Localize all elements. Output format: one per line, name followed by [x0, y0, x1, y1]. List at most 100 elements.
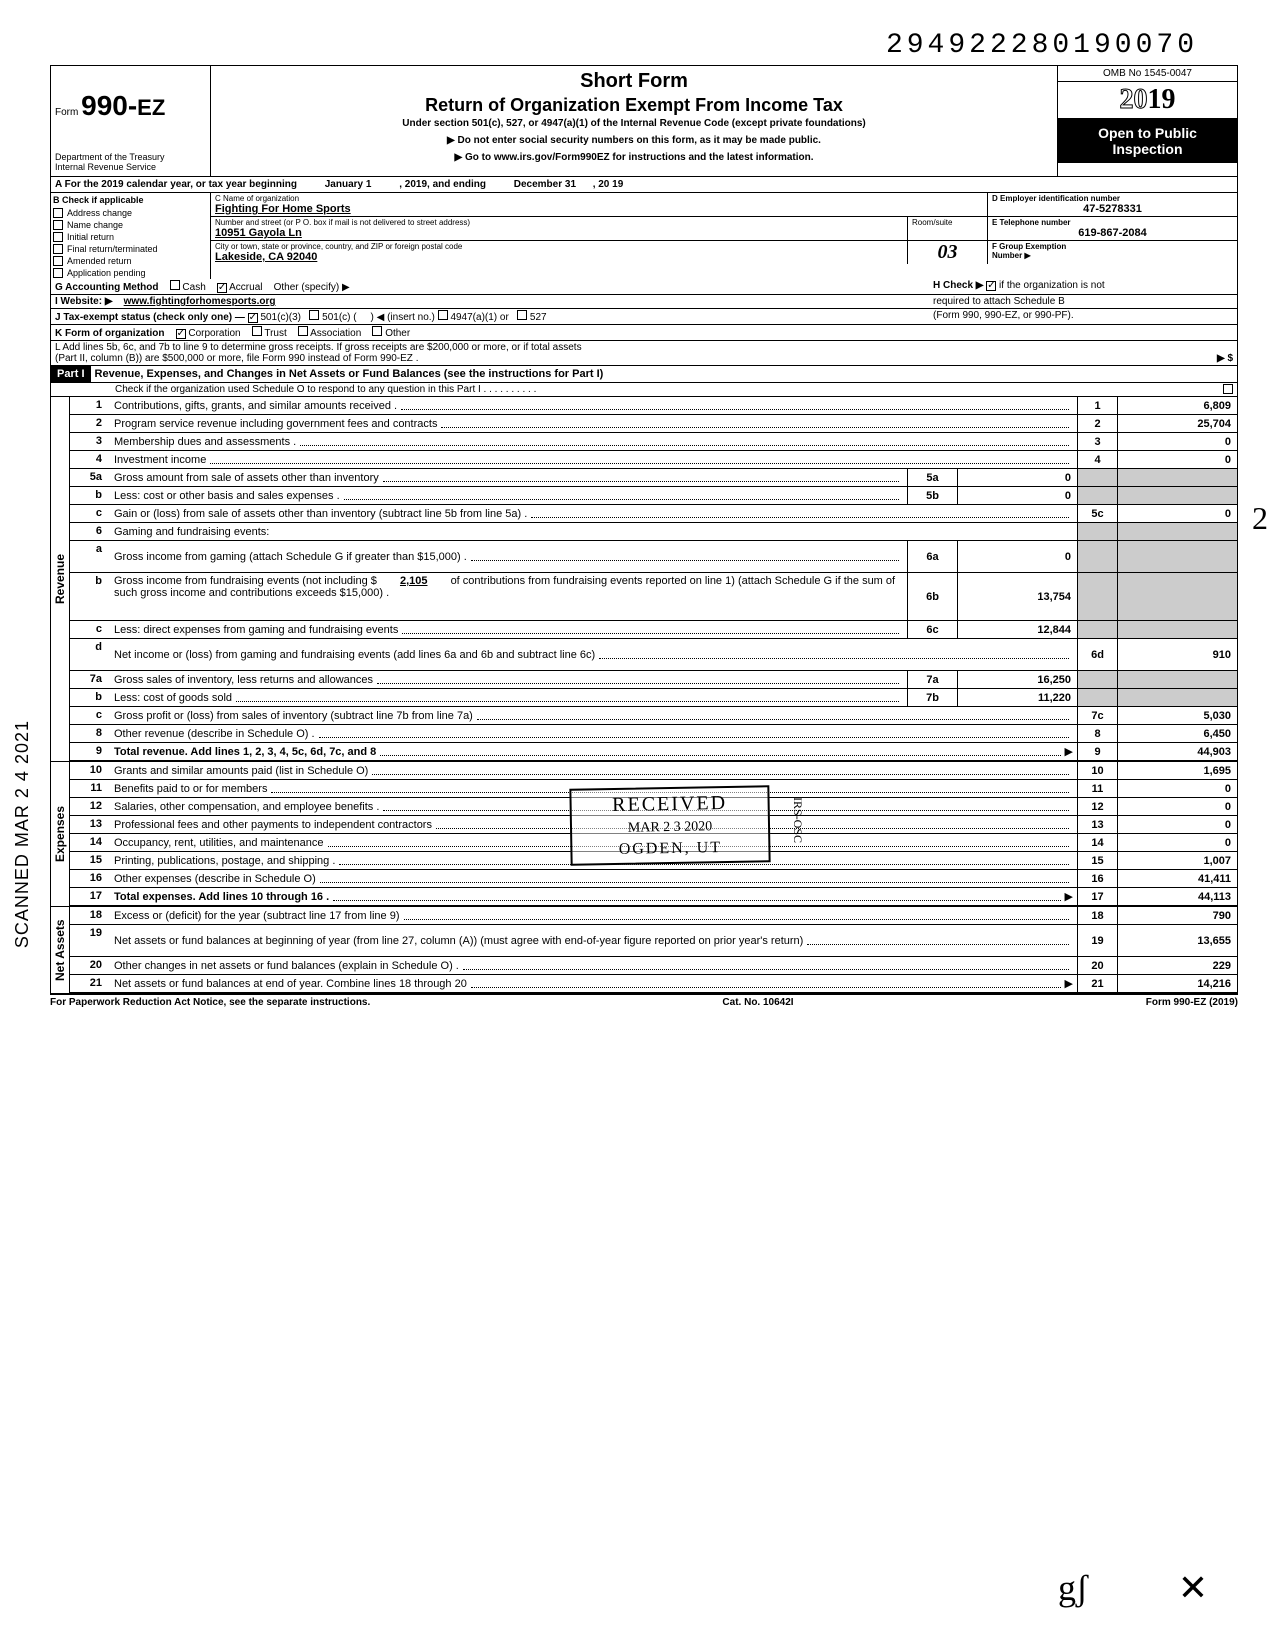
- subtitle: Under section 501(c), 527, or 4947(a)(1)…: [219, 118, 1049, 129]
- e-label: E Telephone number: [992, 218, 1233, 227]
- form-prefix: Form: [55, 107, 78, 118]
- line-6c-value: 12,844: [957, 621, 1077, 638]
- revenue-section: Revenue 1Contributions, gifts, grants, a…: [50, 397, 1238, 762]
- check-cash[interactable]: [170, 280, 180, 290]
- form-header: Form 990-EZ Department of the Treasury I…: [50, 65, 1238, 177]
- cat-no: Cat. No. 10642I: [722, 997, 793, 1008]
- row-i: I Website: ▶ www.fightingforhomesports.o…: [50, 295, 1238, 309]
- check-name-change[interactable]: Name change: [51, 219, 210, 231]
- o3-mark: 03: [938, 241, 958, 263]
- row-j: J Tax-exempt status (check only one) — 5…: [50, 309, 1238, 325]
- goto-line: ▶ Go to www.irs.gov/Form990EZ for instru…: [219, 152, 1049, 163]
- line-20-value: 229: [1117, 957, 1237, 974]
- side-net-assets: Net Assets: [50, 907, 69, 993]
- check-h[interactable]: [986, 281, 996, 291]
- line-14-value: 0: [1117, 834, 1237, 851]
- net-assets-section: Net Assets 18Excess or (deficit) for the…: [50, 907, 1238, 995]
- line-3-value: 0: [1117, 433, 1237, 450]
- line-21-value: 14,216: [1117, 975, 1237, 992]
- line-17-value: 44,113: [1117, 888, 1237, 905]
- check-address-change[interactable]: Address change: [51, 207, 210, 219]
- line-6b-value: 13,754: [957, 573, 1077, 620]
- paperwork-notice: For Paperwork Reduction Act Notice, see …: [50, 997, 370, 1008]
- check-other-org[interactable]: [372, 326, 382, 336]
- city-label: City or town, state or province, country…: [215, 242, 903, 251]
- org-name: Fighting For Home Sports: [215, 203, 983, 215]
- line-6b-contrib: 2,105: [380, 575, 448, 587]
- check-amended-return[interactable]: Amended return: [51, 255, 210, 267]
- row-g: G Accounting Method Cash Accrual Other (…: [50, 279, 1238, 295]
- line-6d-value: 910: [1117, 639, 1237, 670]
- dln: 294922280190070: [50, 30, 1238, 61]
- line-6a-value: 0: [957, 541, 1077, 572]
- row-l: L Add lines 5b, 6c, and 7b to line 9 to …: [50, 341, 1238, 366]
- dept-treasury: Department of the Treasury: [55, 152, 206, 162]
- check-schedule-o[interactable]: [1223, 384, 1233, 394]
- check-501c[interactable]: [309, 310, 319, 320]
- received-stamp: RECEIVED MAR 2 3 2020 OGDEN, UT: [569, 785, 770, 865]
- addr-label: Number and street (or P O. box if mail i…: [215, 218, 903, 227]
- d-label: D Employer identification number: [992, 194, 1233, 203]
- line-1-value: 6,809: [1117, 397, 1237, 414]
- open-to-public: Open to Public Inspection: [1058, 119, 1237, 163]
- line-a: A For the 2019 calendar year, or tax yea…: [50, 177, 1238, 193]
- info-grid: B Check if applicable Address change Nam…: [50, 193, 1238, 279]
- ein: 47-5278331: [992, 203, 1233, 215]
- room-label: Room/suite: [912, 218, 983, 227]
- line-5c-value: 0: [1117, 505, 1237, 522]
- f-label2: Number ▶: [992, 251, 1233, 260]
- line-7c-value: 5,030: [1117, 707, 1237, 724]
- tax-year: 2019: [1058, 82, 1237, 119]
- phone: 619-867-2084: [992, 227, 1233, 239]
- check-501c3[interactable]: [248, 313, 258, 323]
- city-state-zip: Lakeside, CA 92040: [215, 251, 903, 263]
- check-application-pending[interactable]: Application pending: [51, 267, 210, 279]
- line-16-value: 41,411: [1117, 870, 1237, 887]
- part1-check-row: Check if the organization used Schedule …: [50, 383, 1238, 397]
- ssn-warning: ▶ Do not enter social security numbers o…: [219, 135, 1049, 146]
- line-11-value: 0: [1117, 780, 1237, 797]
- short-form-label: Short Form: [219, 70, 1049, 93]
- line-13-value: 0: [1117, 816, 1237, 833]
- check-corp[interactable]: [176, 329, 186, 339]
- check-accrual[interactable]: [217, 283, 227, 293]
- line-12-value: 0: [1117, 798, 1237, 815]
- omb-number: OMB No 1545-0047: [1058, 66, 1237, 82]
- main-title: Return of Organization Exempt From Incom…: [219, 95, 1049, 116]
- side-expenses: Expenses: [50, 762, 69, 906]
- c-label: C Name of organization: [215, 194, 983, 203]
- f-label: F Group Exemption: [992, 242, 1233, 251]
- check-trust[interactable]: [252, 326, 262, 336]
- handwritten-2: 2: [1252, 500, 1268, 537]
- form-ref: Form 990-EZ (2019): [1146, 997, 1238, 1008]
- line-15-value: 1,007: [1117, 852, 1237, 869]
- scanned-stamp: SCANNED MAR 2 4 2021: [12, 720, 33, 948]
- website: www.fightingforhomesports.org: [124, 296, 276, 307]
- initials-2: ✕: [1178, 1567, 1208, 1609]
- row-k: K Form of organization Corporation Trust…: [50, 325, 1238, 341]
- line-9-value: 44,903: [1117, 743, 1237, 760]
- check-final-return[interactable]: Final return/terminated: [51, 243, 210, 255]
- form-number: 990-EZ: [81, 90, 165, 121]
- footer: For Paperwork Reduction Act Notice, see …: [50, 995, 1238, 1010]
- line-7b-value: 11,220: [957, 689, 1077, 706]
- check-4947[interactable]: [438, 310, 448, 320]
- side-revenue: Revenue: [50, 397, 69, 761]
- line-18-value: 790: [1117, 907, 1237, 924]
- street-address: 10951 Gayola Ln: [215, 227, 903, 239]
- check-initial-return[interactable]: Initial return: [51, 231, 210, 243]
- part1-header: Part I Revenue, Expenses, and Changes in…: [50, 366, 1238, 383]
- dept-irs: Internal Revenue Service: [55, 162, 206, 172]
- line-19-value: 13,655: [1117, 925, 1237, 956]
- line-5b-value: 0: [957, 487, 1077, 504]
- irs-osc-stamp: IRS-OSC: [790, 797, 805, 843]
- check-527[interactable]: [517, 310, 527, 320]
- b-label: B Check if applicable: [51, 193, 210, 207]
- line-2-value: 25,704: [1117, 415, 1237, 432]
- line-8-value: 6,450: [1117, 725, 1237, 742]
- line-10-value: 1,695: [1117, 762, 1237, 779]
- line-4-value: 0: [1117, 451, 1237, 468]
- line-7a-value: 16,250: [957, 671, 1077, 688]
- line-5a-value: 0: [957, 469, 1077, 486]
- check-assoc[interactable]: [298, 326, 308, 336]
